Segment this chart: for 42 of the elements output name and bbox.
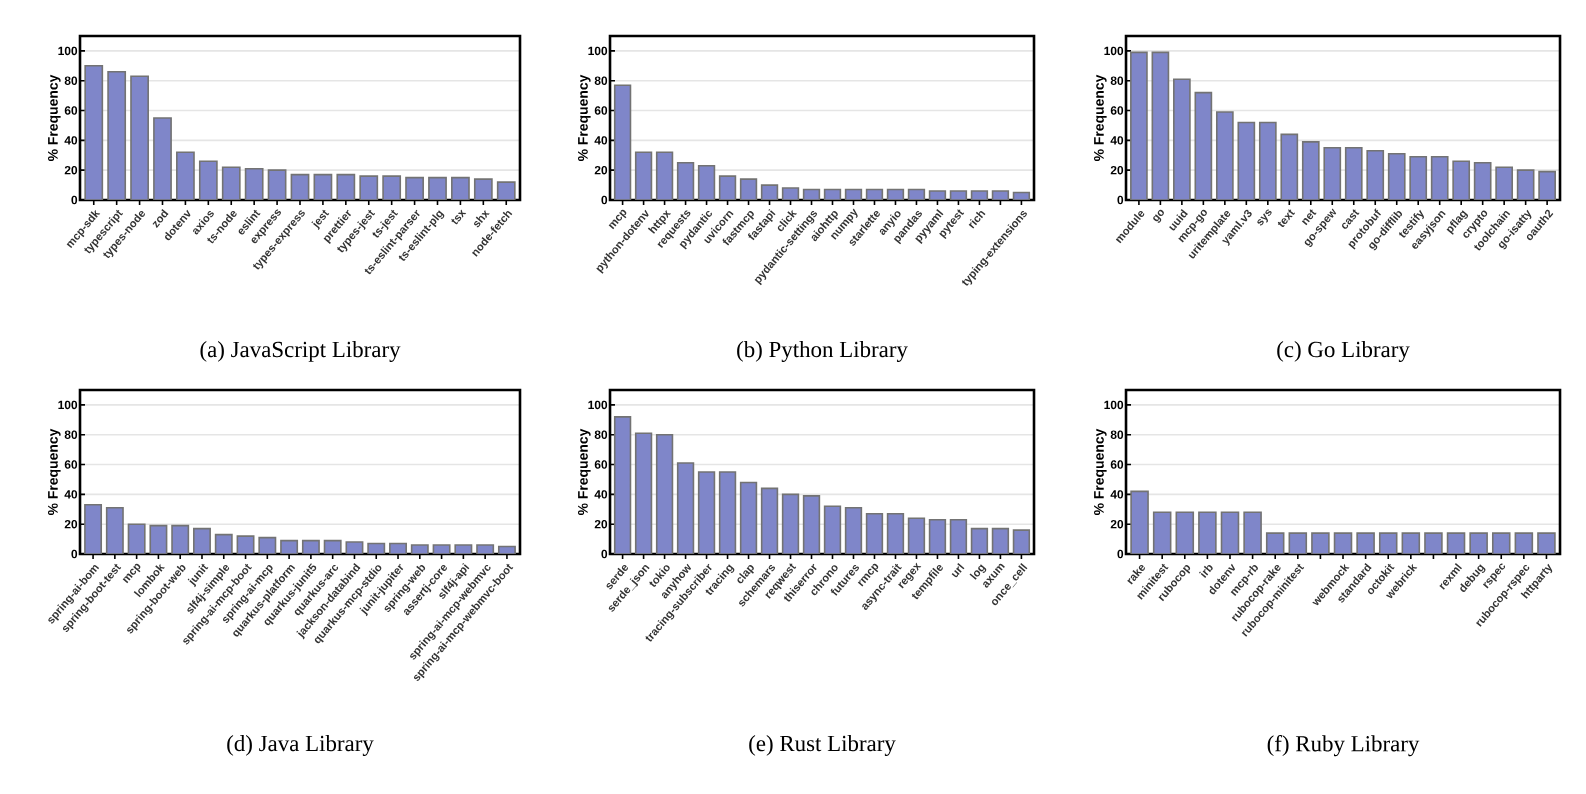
- bar: [107, 70, 127, 200]
- bar: [697, 471, 716, 554]
- bar: [176, 151, 195, 200]
- bar: [802, 495, 821, 554]
- bar: [496, 181, 516, 200]
- bar: [359, 175, 379, 200]
- bar: [84, 65, 104, 200]
- bar: [1280, 133, 1299, 200]
- bar: [865, 512, 884, 554]
- bar: [1151, 51, 1170, 200]
- bar: [1194, 91, 1213, 200]
- bar: [336, 173, 356, 200]
- bar: [907, 517, 926, 554]
- bar: [473, 178, 493, 200]
- text: (d) Java Library: [227, 735, 374, 756]
- bar: [886, 512, 905, 554]
- bar: [739, 481, 758, 554]
- bar: [428, 176, 447, 200]
- bar: [1237, 121, 1256, 200]
- bar: [760, 487, 779, 554]
- bar: [221, 166, 241, 200]
- bar: [198, 160, 218, 200]
- text: (a) JavaScript Library: [200, 341, 401, 362]
- text: (f) Ruby Library: [1267, 735, 1420, 757]
- text: (e) Rust Library: [749, 735, 896, 756]
- text: (c) Go Library: [1277, 341, 1410, 362]
- bar: [1220, 511, 1240, 554]
- bar: [290, 173, 310, 200]
- bar: [382, 175, 402, 200]
- text: (b) Python Library: [737, 341, 908, 362]
- bar: [971, 528, 988, 554]
- bar: [267, 169, 287, 200]
- bar: [718, 471, 737, 554]
- bar: [844, 506, 863, 554]
- bar: [781, 493, 800, 554]
- bar: [451, 176, 470, 200]
- bar: [405, 176, 424, 200]
- bar: [153, 117, 172, 200]
- bar: [130, 75, 149, 200]
- bar: [313, 173, 333, 200]
- bar: [823, 505, 842, 554]
- bar: [244, 167, 264, 200]
